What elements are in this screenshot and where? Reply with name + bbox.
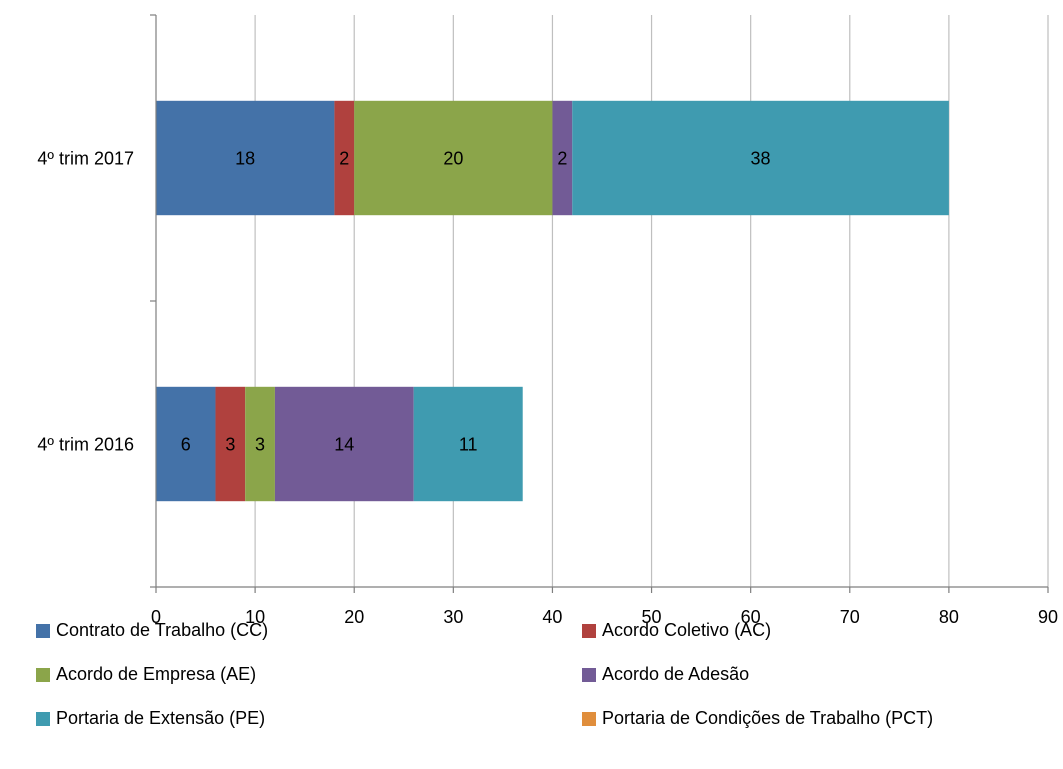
category-label: 4º trim 2017 xyxy=(37,149,134,169)
category-labels: 4º trim 2016 4º trim 2017 xyxy=(37,149,134,455)
bar-segment xyxy=(156,100,335,216)
bar-segment xyxy=(334,100,355,216)
bar-segment xyxy=(245,386,275,502)
x-tick-label-30: 30 xyxy=(443,607,463,627)
bars xyxy=(156,100,949,502)
x-tick-label-20: 20 xyxy=(344,607,364,627)
bar-segment xyxy=(552,100,573,216)
category-label: 4º trim 2016 xyxy=(37,435,134,455)
x-tick-label-50: 50 xyxy=(642,607,662,627)
data-label: 3 xyxy=(255,435,265,455)
x-tick-label-80: 80 xyxy=(939,607,959,627)
data-label: 2 xyxy=(339,149,349,169)
bar-segment xyxy=(156,386,216,502)
x-tick-label-90: 90 xyxy=(1038,607,1058,627)
tick-labels: 0 10 20 30 40 50 60 70 80 90 xyxy=(151,607,1058,627)
bar-segment xyxy=(572,100,949,216)
x-tick-label-40: 40 xyxy=(542,607,562,627)
bar-segment xyxy=(354,100,553,216)
axes xyxy=(150,14,1049,593)
bar-segment xyxy=(274,386,414,502)
x-tick-label-70: 70 xyxy=(840,607,860,627)
x-tick-label-0: 0 xyxy=(151,607,161,627)
data-label: 14 xyxy=(334,435,354,455)
data-label: 38 xyxy=(751,149,771,169)
data-label: 2 xyxy=(557,149,567,169)
data-label: 18 xyxy=(235,149,255,169)
x-tick-label-60: 60 xyxy=(741,607,761,627)
data-label: 3 xyxy=(225,435,235,455)
data-labels: 6 3 3 14 11 18 2 20 2 38 xyxy=(181,149,771,455)
data-label: 20 xyxy=(443,149,463,169)
bar-segment xyxy=(413,386,523,502)
bar-segment xyxy=(215,386,246,502)
data-label: 6 xyxy=(181,435,191,455)
data-label: 11 xyxy=(459,435,478,455)
x-tick-label-10: 10 xyxy=(245,607,265,627)
